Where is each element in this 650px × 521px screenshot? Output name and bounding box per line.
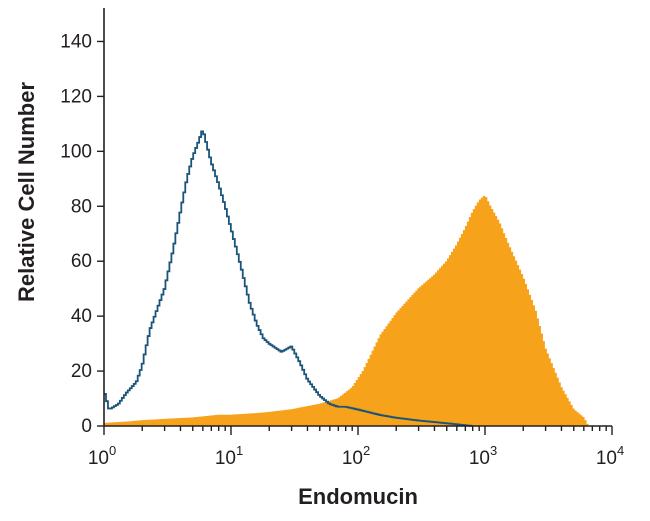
x-tick-label-0: 100 xyxy=(88,443,116,469)
y-axis-title: Relative Cell Number xyxy=(14,82,39,303)
x-tick-label-2: 102 xyxy=(342,443,370,469)
x-tick-label-4: 104 xyxy=(596,443,624,469)
series-0-fill xyxy=(103,195,589,427)
x-axis-title: Endomucin xyxy=(298,484,418,509)
y-tick-label-5: 100 xyxy=(60,141,92,162)
y-tick-label-1: 20 xyxy=(71,361,92,382)
y-tick-label-6: 120 xyxy=(60,86,92,107)
y-tick-label-2: 40 xyxy=(71,306,92,327)
x-tick-label-1: 101 xyxy=(215,443,243,469)
ticks-layer: 0 20 40 60 80 100 120 140 100 101 102 103 104 xyxy=(60,31,624,469)
y-tick-label-0: 0 xyxy=(81,416,92,437)
series-layer xyxy=(103,130,589,427)
series-1-line xyxy=(104,130,473,427)
y-tick-label-3: 60 xyxy=(71,251,92,272)
x-tick-label-3: 103 xyxy=(469,443,497,469)
y-tick-label-4: 80 xyxy=(71,196,92,217)
y-tick-label-7: 140 xyxy=(60,31,92,52)
